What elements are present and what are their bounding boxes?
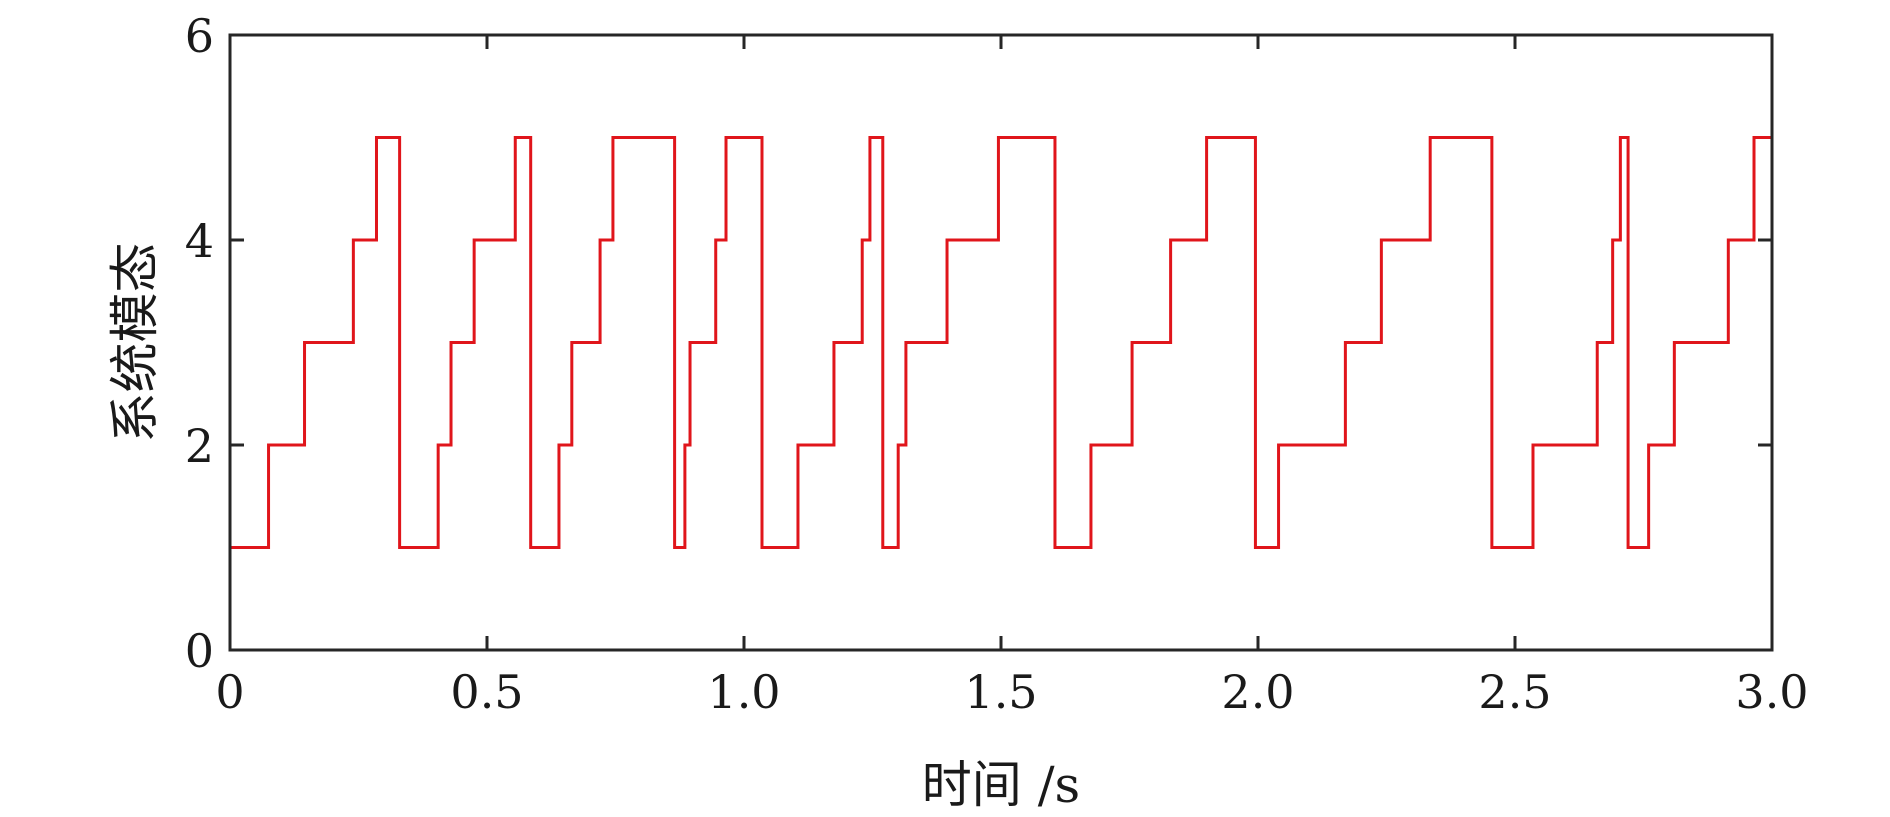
axes-frame [228, 33, 1774, 652]
y-tick-label-0: 0 [185, 624, 214, 678]
x-tick-label-3: 1.5 [964, 665, 1037, 719]
y-axis-label: 系统模态 [106, 243, 164, 443]
y-tick-label-3: 6 [185, 9, 214, 63]
x-axis-label: 时间 /s [922, 756, 1080, 814]
tick-labels: 0 0.5 1.0 1.5 2.0 2.5 3.0 0 2 4 6 [185, 9, 1809, 719]
x-tick-label-0: 0 [215, 665, 244, 719]
series-line-0 [230, 136, 1774, 549]
y-tick-label-2: 4 [185, 214, 214, 268]
x-tick-label-4: 2.0 [1221, 665, 1294, 719]
x-tick-label-2: 1.0 [707, 665, 780, 719]
plot-area [230, 136, 1774, 549]
y-tick-label-1: 2 [185, 419, 214, 473]
x-tick-label-6: 3.0 [1735, 665, 1808, 719]
x-tick-label-5: 2.5 [1478, 665, 1551, 719]
x-tick-label-1: 0.5 [450, 665, 523, 719]
